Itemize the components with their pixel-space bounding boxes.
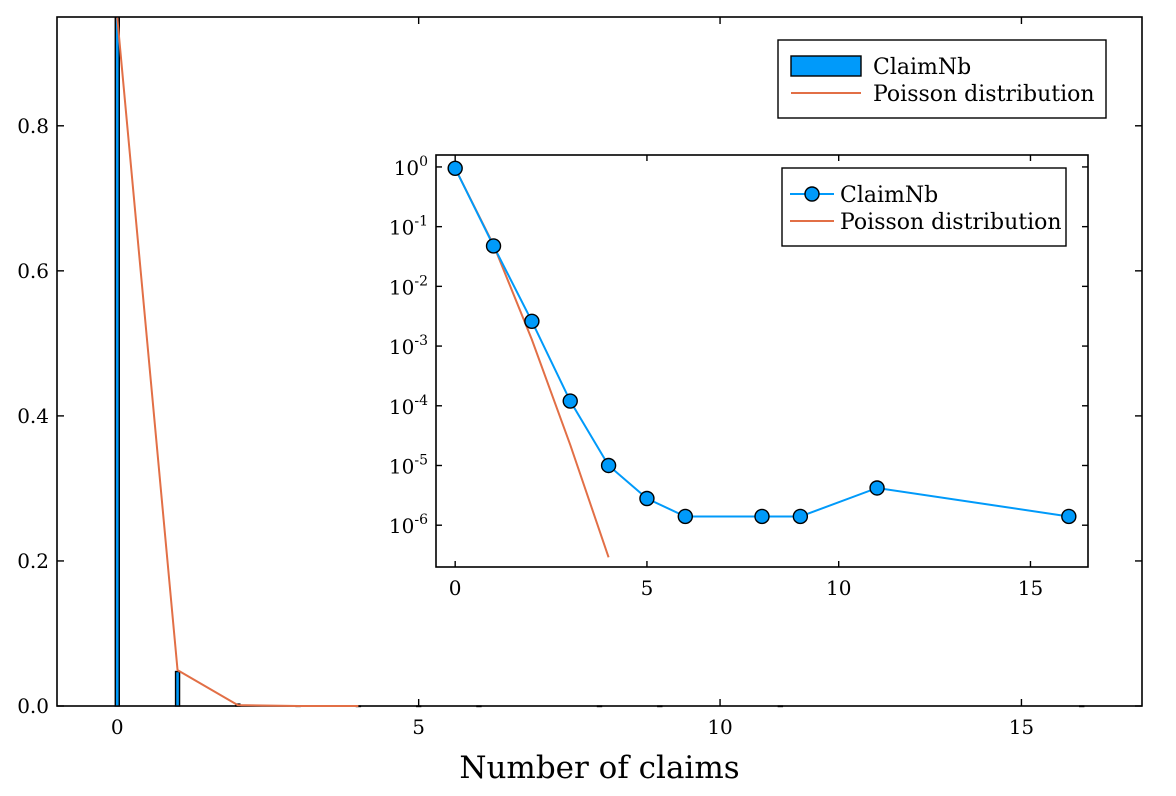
main-x-axis-label: Number of claims bbox=[459, 750, 739, 786]
main-axis-ticks: 0 5 10 15 0.0 0.2 0.4 0.6 0.8 bbox=[17, 17, 1142, 739]
inset-legend-box bbox=[781, 167, 1067, 247]
main-bar bbox=[1079, 705, 1085, 708]
main-poisson-line bbox=[116, 17, 359, 707]
main-legend-box bbox=[777, 39, 1107, 119]
inset-claimnb-point bbox=[485, 238, 502, 254]
main-y-tick-label: 0.6 bbox=[17, 259, 49, 283]
inset-y-tick-base: 10 bbox=[389, 395, 414, 419]
main-x-tick-label: 10 bbox=[707, 715, 732, 739]
inset-y-tick-label: 10-3 bbox=[389, 333, 428, 359]
main-bar bbox=[596, 705, 603, 708]
main-legend-label-poisson: Poisson distribution bbox=[873, 82, 1095, 107]
inset-x-tick-label: 10 bbox=[826, 576, 851, 600]
inset-y-tick-base: 10 bbox=[389, 454, 414, 478]
main-y-tick-label: 0.8 bbox=[17, 114, 49, 138]
inset-claimnb-point bbox=[1061, 508, 1077, 525]
main-bars bbox=[114, 16, 1085, 708]
inset-y-tick-label: 10-4 bbox=[389, 393, 428, 419]
inset-claimnb-point bbox=[524, 313, 540, 329]
main-x-tick-label: 5 bbox=[412, 715, 425, 739]
inset-legend-label-claimnb: ClaimNb bbox=[840, 183, 938, 208]
main-bar bbox=[114, 16, 120, 707]
inset-x-tick-label: 5 bbox=[641, 576, 654, 600]
inset-y-tick-base: 10 bbox=[389, 275, 414, 299]
inset-y-tick-label: 10-1 bbox=[389, 214, 428, 240]
inset-claimnb-point bbox=[869, 480, 885, 496]
inset-y-tick-base: 10 bbox=[389, 514, 414, 538]
inset-y-tick-label: 100 bbox=[394, 154, 428, 180]
main-x-tick-label: 0 bbox=[111, 715, 124, 739]
inset-claimnb-point bbox=[792, 508, 809, 525]
main-bar bbox=[777, 705, 784, 708]
inset-y-tick-label: 10-2 bbox=[389, 273, 428, 299]
inset-y-tick-exponent: -4 bbox=[414, 393, 428, 409]
main-bar bbox=[415, 705, 422, 708]
main-poisson-polyline bbox=[116, 17, 359, 707]
main-x-tick-label: 15 bbox=[1009, 715, 1034, 739]
main-y-tick-label: 0.2 bbox=[17, 549, 49, 573]
main-legend-swatch-claimnb bbox=[790, 55, 862, 77]
main-plot: 0 5 10 15 0.0 0.2 0.4 0.6 0.8 Number of claims C… bbox=[17, 16, 1143, 786]
inset-claimnb-point bbox=[639, 490, 655, 507]
inset-y-tick-exponent: -6 bbox=[414, 512, 428, 528]
inset-legend-label-poisson: Poisson distribution bbox=[840, 210, 1062, 235]
main-bar bbox=[174, 670, 181, 707]
inset-y-tick-base: 10 bbox=[389, 335, 414, 359]
inset-x-tick-label: 0 bbox=[449, 576, 462, 600]
inset-y-tick-exponent: -5 bbox=[414, 452, 428, 468]
inset-y-tick-base: 10 bbox=[394, 156, 419, 180]
inset-series bbox=[447, 160, 1077, 558]
inset-x-tick-label: 15 bbox=[1018, 576, 1043, 600]
main-y-tick-label: 0.0 bbox=[17, 694, 49, 718]
inset-claimnb-point bbox=[754, 508, 770, 525]
inset-claimnb-point bbox=[677, 508, 693, 525]
inset-y-tick-label: 10-6 bbox=[389, 512, 428, 538]
inset-y-tick-exponent: -3 bbox=[414, 333, 428, 349]
inset-claimnb-point bbox=[600, 457, 617, 474]
inset-claimnb-point bbox=[447, 160, 463, 176]
inset-y-tick-exponent: 0 bbox=[419, 154, 428, 170]
inset-plot-frame bbox=[435, 154, 1089, 568]
main-bar bbox=[476, 705, 482, 708]
inset-y-tick-exponent: -1 bbox=[414, 214, 428, 230]
inset-claimnb-point bbox=[562, 393, 578, 409]
inset-y-tick-label: 10-5 bbox=[389, 452, 428, 478]
inset-legend-swatch-claimnb-marker bbox=[804, 186, 820, 202]
main-y-tick-label: 0.4 bbox=[17, 404, 49, 428]
main-bar bbox=[657, 705, 663, 708]
main-legend-label-claimnb: ClaimNb bbox=[873, 55, 971, 80]
inset-y-tick-exponent: -2 bbox=[414, 273, 428, 289]
inset-y-tick-base: 10 bbox=[389, 216, 414, 240]
